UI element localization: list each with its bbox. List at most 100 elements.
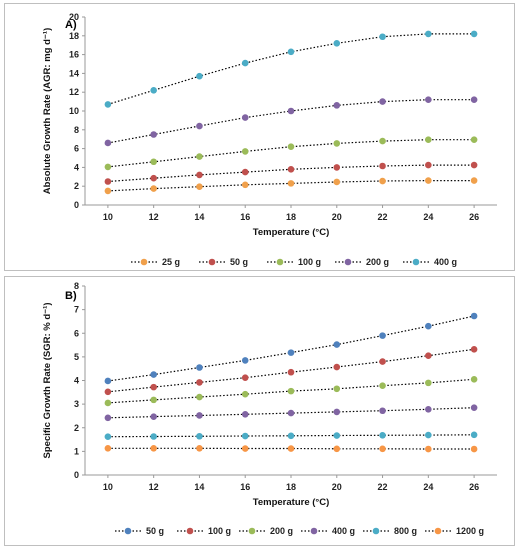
data-point	[104, 388, 112, 396]
legend-label: 400 g	[434, 257, 457, 267]
data-point	[150, 174, 157, 182]
y-tick-label: 5	[74, 352, 79, 362]
legend-marker	[344, 258, 352, 266]
chart-panel-b: B) 0 1 2 3 4 5 6 7 8 10 12 14 16 18 20 22 24 26 Temperature…	[4, 276, 515, 546]
data-point	[470, 136, 478, 143]
data-point	[104, 445, 112, 452]
data-point	[287, 368, 295, 376]
y-tick-label: 7	[74, 305, 79, 315]
data-point	[333, 102, 341, 109]
data-point	[425, 445, 432, 453]
legend-marker	[372, 527, 380, 535]
data-point	[470, 445, 478, 453]
data-point	[241, 357, 249, 364]
data-point	[379, 445, 386, 453]
data-point	[104, 178, 112, 185]
y-tick-label: 2	[74, 181, 79, 191]
data-point	[470, 404, 478, 411]
x-tick-label: 20	[332, 212, 342, 222]
x-tick-label: 26	[469, 212, 479, 222]
data-point	[425, 379, 432, 387]
legend-label: 1200 g	[456, 526, 484, 536]
legend-label: 400 g	[332, 526, 355, 536]
x-tick-label: 26	[469, 482, 479, 492]
x-tick-label: 22	[378, 482, 388, 492]
data-point	[333, 385, 341, 393]
data-point	[425, 431, 432, 439]
legend-marker	[434, 527, 442, 535]
x-axis-title: Temperature (°C)	[253, 497, 329, 508]
y-tick-label: 0	[74, 200, 79, 210]
y-tick-label: 4	[74, 162, 79, 172]
data-point	[333, 408, 341, 416]
x-tick-label: 14	[194, 482, 204, 492]
chart-panel-a: A) 0 2 4 6 8 10 12 14 16 18 20 10 12 14 16 18 20 22 24 26 Tem…	[4, 3, 515, 271]
data-point	[150, 158, 157, 166]
series-line	[107, 99, 475, 144]
data-point	[196, 122, 203, 130]
data-point	[196, 393, 203, 401]
legend-label: 200 g	[366, 257, 389, 267]
panel-label: A)	[65, 19, 77, 31]
data-point	[241, 148, 249, 155]
data-point	[150, 383, 157, 391]
legend-label: 100 g	[298, 257, 321, 267]
x-tick-label: 22	[378, 212, 388, 222]
data-point	[379, 358, 386, 365]
data-point	[150, 445, 157, 452]
data-point	[425, 322, 432, 330]
legend-label: 25 g	[162, 257, 180, 267]
x-tick-label: 20	[332, 482, 342, 492]
data-point	[379, 162, 386, 170]
data-point	[379, 177, 386, 185]
y-tick-label: 6	[74, 328, 79, 338]
data-point	[287, 107, 295, 115]
y-tick-label: 18	[69, 31, 79, 41]
data-point	[425, 177, 432, 184]
data-point	[425, 352, 432, 359]
y-tick-label: 10	[69, 106, 79, 116]
data-point	[150, 396, 157, 404]
y-tick-label: 4	[74, 376, 79, 386]
x-tick-label: 18	[286, 212, 296, 222]
panel-label: B)	[65, 290, 77, 302]
series-line	[107, 33, 475, 105]
data-point	[196, 171, 203, 179]
data-point	[333, 164, 341, 171]
data-point	[425, 406, 432, 413]
data-point	[333, 363, 341, 371]
data-point	[104, 433, 112, 441]
x-tick-label: 14	[194, 212, 204, 222]
data-point	[470, 431, 478, 439]
y-tick-label: 3	[74, 399, 79, 409]
data-point	[104, 377, 112, 385]
legend-label: 50 g	[146, 526, 164, 536]
data-point	[425, 136, 432, 143]
y-tick-label: 0	[74, 470, 79, 480]
data-point	[333, 341, 341, 348]
x-axis-title: Temperature (°C)	[253, 227, 329, 238]
legend-label: 50 g	[230, 257, 248, 267]
data-point	[287, 432, 295, 440]
y-tick-label: 8	[74, 125, 79, 135]
data-point	[196, 379, 203, 386]
data-point	[150, 185, 157, 192]
data-point	[287, 180, 295, 187]
data-point	[150, 433, 157, 440]
data-point	[196, 364, 203, 371]
y-tick-label: 1	[74, 446, 79, 456]
data-point	[287, 165, 295, 173]
data-point	[470, 30, 478, 38]
data-point	[287, 48, 295, 56]
y-tick-label: 20	[69, 12, 79, 22]
data-point	[104, 139, 112, 147]
y-tick-label: 16	[69, 50, 79, 60]
y-axis-title: Absolute Growth Rate (AGR: mg d⁻¹)	[42, 28, 53, 195]
data-point	[379, 382, 386, 389]
data-point	[150, 413, 157, 420]
legend-label: 800 g	[394, 526, 417, 536]
x-tick-label: 10	[103, 212, 113, 222]
data-point	[333, 140, 341, 147]
data-point	[333, 178, 341, 186]
